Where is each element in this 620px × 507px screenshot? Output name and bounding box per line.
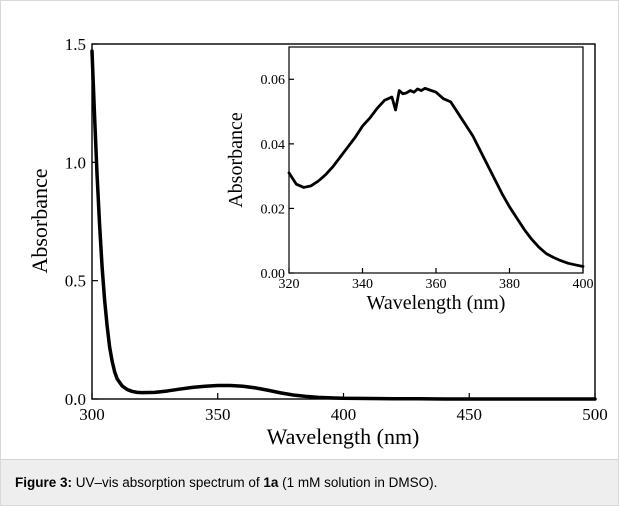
- inset-x-tick-label: 400: [573, 277, 594, 292]
- main-y-tick-label: 0.0: [65, 390, 86, 409]
- caption-compound: 1a: [263, 475, 279, 490]
- main-x-tick-label: 350: [205, 405, 231, 424]
- main-y-tick-labels: 0.0 0.5 1.0 1.5: [65, 35, 86, 409]
- inset-spectrum-line: [287, 86, 585, 268]
- inset-x-tick-labels: 320 340 360 380 400: [279, 277, 594, 292]
- inset-y-tick-label: 0.00: [261, 267, 286, 282]
- main-x-tick-label: 300: [79, 405, 105, 424]
- figure-caption: Figure 3: UV–vis absorption spectrum of …: [1, 459, 618, 505]
- inset-ticks: [288, 78, 584, 274]
- caption-text-before: UV–vis absorption spectrum of: [72, 475, 264, 490]
- main-x-tick-label: 400: [331, 405, 357, 424]
- inset-plot-frame: [288, 46, 584, 274]
- inset-x-axis-label: Wavelength (nm): [367, 292, 506, 314]
- inset-x-tick-label: 340: [352, 277, 373, 292]
- main-x-tick-label: 500: [582, 405, 608, 424]
- inset-y-tick-label: 0.02: [261, 202, 286, 217]
- main-y-tick-label: 0.5: [65, 272, 86, 291]
- inset-y-tick-label: 0.06: [261, 73, 286, 88]
- inset-x-tick-label: 360: [426, 277, 447, 292]
- main-x-tick-label: 450: [457, 405, 483, 424]
- main-x-axis-label: Wavelength (nm): [267, 424, 420, 449]
- main-x-tick-labels: 300 350 400 450 500: [79, 405, 608, 424]
- main-chart: 300 350 400 450 500 0.0 0.5 1.0 1.5 Wavelength …: [27, 35, 608, 449]
- inset-y-tick-labels: 0.00 0.02 0.04 0.06: [261, 73, 286, 282]
- main-spectrum-line: [90, 49, 597, 401]
- chart-svg: 300 350 400 450 500 0.0 0.5 1.0 1.5 Wavelength …: [27, 35, 608, 449]
- inset-chart: 320 340 360 380 400 0.00 0.02 0.04 0.06 Wavelen…: [225, 46, 594, 314]
- inset-y-tick-label: 0.04: [261, 138, 286, 153]
- inset-x-tick-label: 380: [499, 277, 520, 292]
- inset-x-tick-label: 320: [279, 277, 300, 292]
- main-y-tick-label: 1.0: [65, 153, 86, 172]
- caption-label: Figure 3:: [15, 475, 73, 490]
- inset-y-axis-label: Absorbance: [225, 112, 247, 208]
- main-y-tick-label: 1.5: [65, 35, 86, 54]
- caption-text-after: (1 mM solution in DMSO).: [278, 475, 438, 490]
- main-y-axis-label: Absorbance: [27, 168, 52, 273]
